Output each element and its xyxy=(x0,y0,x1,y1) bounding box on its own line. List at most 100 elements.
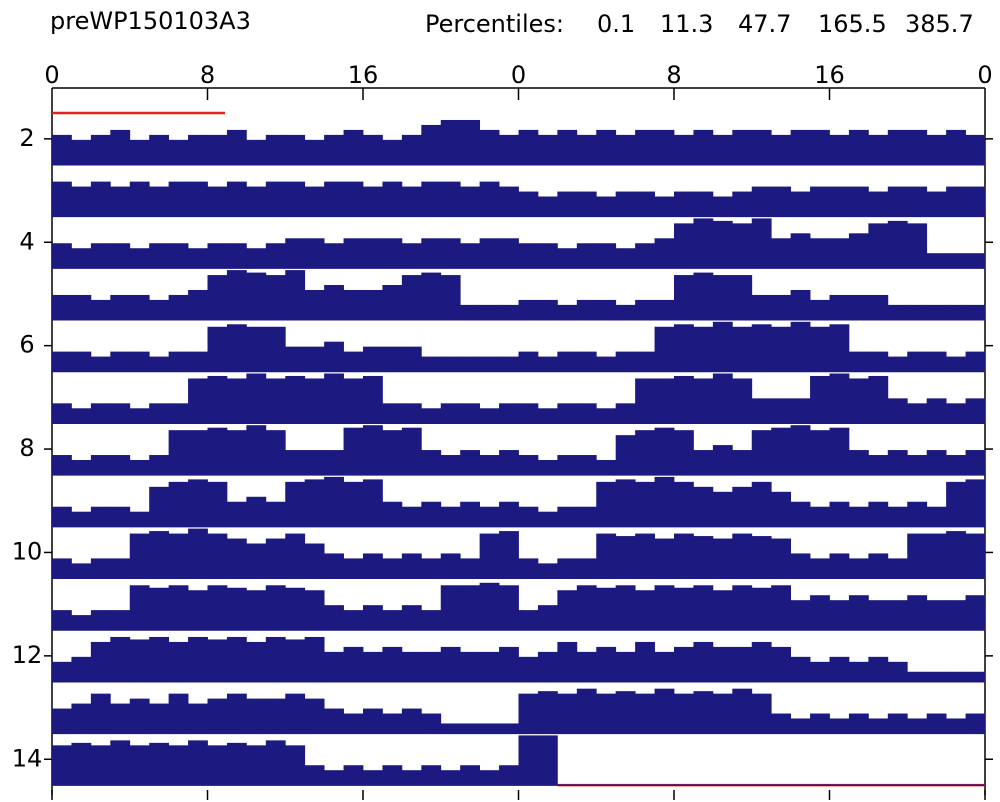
activity-bar xyxy=(946,671,966,682)
activity-bar xyxy=(537,511,558,527)
activity-bar xyxy=(90,641,111,682)
activity-bar xyxy=(129,139,150,165)
activity-bar xyxy=(712,220,733,269)
activity-bar xyxy=(52,661,72,682)
activity-bar xyxy=(168,533,189,579)
activity-bar xyxy=(576,455,597,475)
activity-bar xyxy=(324,181,344,217)
activity-bar xyxy=(693,691,714,734)
activity-bar xyxy=(926,398,947,424)
activity-bar xyxy=(965,186,986,217)
activity-bar xyxy=(887,220,908,269)
activity-bar xyxy=(129,511,150,527)
activity-bar xyxy=(615,351,636,372)
activity-bar xyxy=(848,294,869,320)
activity-bar xyxy=(557,304,578,320)
percentile-value: 11.3 xyxy=(660,10,713,38)
activity-bar xyxy=(751,536,772,579)
activity-bar xyxy=(110,703,131,734)
activity-bar xyxy=(168,745,189,786)
activity-bar xyxy=(479,356,500,372)
activity-bar xyxy=(751,587,772,630)
activity-bar xyxy=(965,351,986,372)
activity-bar xyxy=(771,326,792,372)
activity-bar xyxy=(149,299,170,320)
activity-bar xyxy=(226,501,247,527)
activity-bar xyxy=(401,427,422,475)
activity-bar xyxy=(188,181,208,217)
activity-bar xyxy=(188,430,208,475)
activity-bar xyxy=(460,765,481,786)
activity-bar xyxy=(926,600,947,630)
activity-bar xyxy=(518,129,539,165)
activity-bar xyxy=(324,373,344,424)
activity-bar xyxy=(965,398,986,424)
activity-bar xyxy=(771,186,792,217)
activity-bar xyxy=(771,646,792,682)
activity-bar xyxy=(285,745,306,786)
activity-bar xyxy=(52,506,72,527)
activity-bar xyxy=(324,605,344,630)
activity-bar xyxy=(440,723,461,734)
activity-bar xyxy=(946,718,966,734)
activity-bar xyxy=(149,243,170,269)
activity-bar xyxy=(926,191,947,217)
activity-bar xyxy=(518,455,539,475)
activity-bar xyxy=(71,742,92,786)
activity-bar xyxy=(790,553,811,579)
activity-bar xyxy=(674,375,694,424)
activity-bar xyxy=(168,430,189,475)
activity-bar xyxy=(129,248,150,269)
activity-bar xyxy=(129,533,150,579)
activity-bar xyxy=(304,289,325,320)
activity-bar xyxy=(926,533,947,579)
activity-bar xyxy=(382,238,403,269)
activity-bar xyxy=(615,304,636,320)
activity-bar xyxy=(771,538,792,579)
activity-bar xyxy=(499,531,519,579)
activity-bar xyxy=(907,129,928,165)
activity-bar xyxy=(265,740,286,786)
activity-bar xyxy=(382,765,403,786)
activity-bar xyxy=(712,693,733,734)
activity-bar xyxy=(771,134,792,165)
activity-bar xyxy=(52,455,72,475)
activity-bar xyxy=(129,639,150,682)
activity-bar xyxy=(207,427,228,475)
activity-bar xyxy=(751,693,772,734)
activity-bar xyxy=(848,186,869,217)
activity-bar xyxy=(810,713,830,734)
activity-bar xyxy=(343,558,364,579)
activity-bar xyxy=(576,403,597,424)
activity-bar xyxy=(771,427,792,475)
activity-bar xyxy=(907,351,928,372)
activity-bar xyxy=(52,243,72,269)
activity-bar xyxy=(90,356,111,372)
activity-bar xyxy=(848,378,869,424)
activity-bar xyxy=(168,585,189,630)
activity-bar xyxy=(615,134,636,165)
activity-bar xyxy=(460,186,481,217)
activity-bar xyxy=(207,275,228,320)
activity-bar xyxy=(868,656,889,682)
activity-bar xyxy=(926,351,947,372)
activity-bar xyxy=(265,538,286,579)
activity-bar xyxy=(479,455,500,475)
activity-bar xyxy=(71,656,92,682)
activity-bar xyxy=(304,186,325,217)
activity-bar xyxy=(129,294,150,320)
activity-bar xyxy=(363,375,383,424)
activity-bar xyxy=(168,693,189,734)
activity-bar xyxy=(363,134,383,165)
activity-bar xyxy=(518,403,539,424)
activity-bar xyxy=(926,671,947,682)
activity-bar xyxy=(576,651,597,682)
activity-bar xyxy=(382,139,403,165)
activity-bar xyxy=(887,506,908,527)
activity-bar xyxy=(207,243,228,269)
activity-bar xyxy=(810,299,830,320)
activity-bar xyxy=(304,139,325,165)
activity-bar xyxy=(615,435,636,475)
activity-bar xyxy=(226,181,247,217)
activity-bar xyxy=(90,693,111,734)
